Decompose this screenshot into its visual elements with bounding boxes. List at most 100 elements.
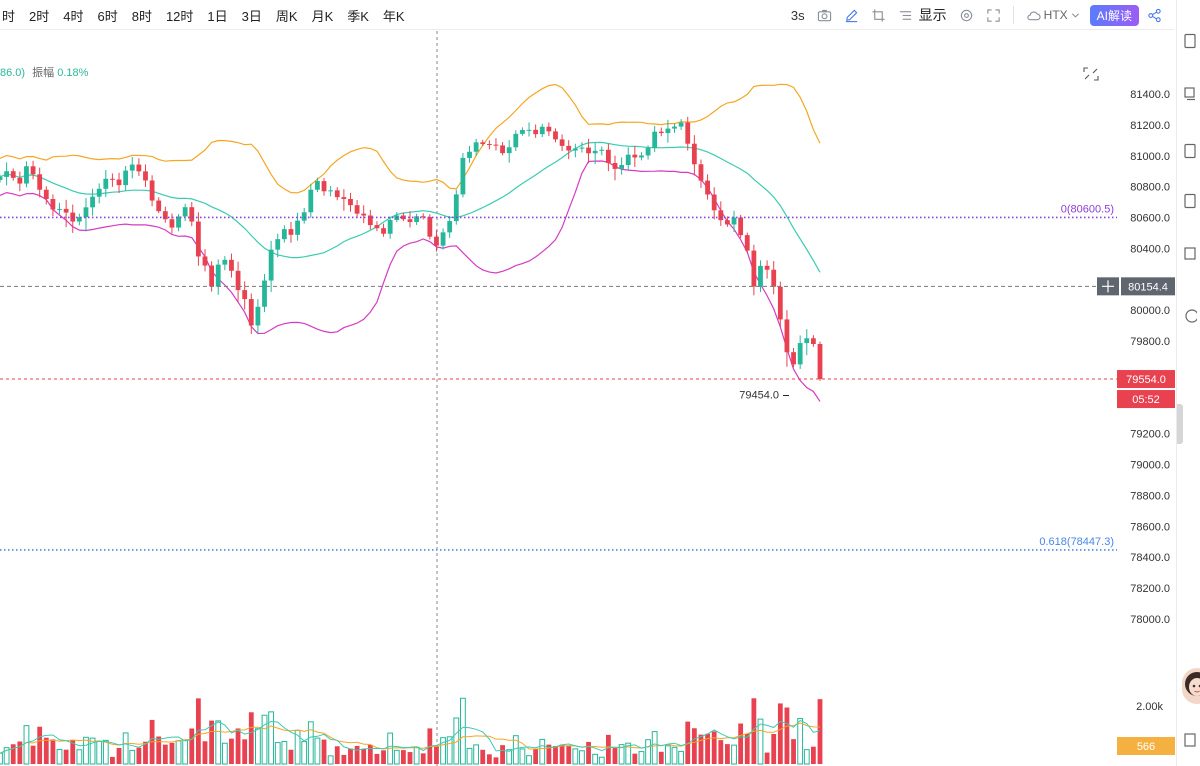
volume-bar [625, 742, 632, 765]
price-tick-label: 81400.0 [1130, 89, 1170, 101]
grid-icon[interactable] [1183, 732, 1197, 748]
volume-bar [665, 745, 671, 765]
timeframe-tab[interactable]: 时 [2, 8, 16, 24]
volume-bar [460, 697, 466, 765]
candle-body [777, 286, 783, 320]
volume-bar [691, 728, 697, 764]
document-icon[interactable] [1183, 143, 1197, 159]
candle-body [334, 190, 340, 198]
volume-bar [658, 751, 664, 764]
price-tick-label: 80600.0 [1130, 213, 1170, 225]
candle-body [467, 151, 472, 158]
volume-bar [367, 744, 373, 764]
volume-bar [195, 698, 201, 764]
boll-middle-line [0, 141, 821, 273]
ai-interpret-button[interactable]: AI解读 [1089, 4, 1139, 26]
volume-bar [711, 731, 717, 764]
last-price-box [1117, 370, 1175, 389]
volume-bar [500, 745, 505, 764]
candle-body [797, 343, 803, 365]
volume-bar [321, 739, 327, 764]
candle-body [738, 217, 744, 236]
settings-icon[interactable] [959, 8, 974, 23]
candle-body [407, 219, 413, 223]
file-icon[interactable] [1183, 193, 1197, 209]
volume-bar [23, 725, 30, 765]
exchange-select[interactable]: HTX [1026, 8, 1080, 23]
volume-bar [784, 707, 790, 764]
expand-icon[interactable] [1083, 67, 1099, 81]
timeframe-tab[interactable]: 6时 [97, 8, 118, 24]
volume-bar [50, 739, 56, 764]
refresh-interval[interactable]: 3s [790, 7, 805, 23]
volume-bar [202, 741, 208, 764]
candle-body [725, 220, 730, 225]
volume-bar [301, 741, 308, 765]
crop-icon[interactable] [871, 8, 886, 23]
volume-bar [744, 733, 750, 764]
timeframe-tab[interactable]: 12时 [165, 8, 194, 24]
candle-body [473, 142, 479, 152]
assistant-avatar[interactable] [1182, 668, 1200, 704]
fullscreen-icon[interactable] [986, 8, 1001, 23]
amplitude-label: 振幅 [32, 67, 55, 79]
volume-bar [519, 748, 526, 765]
price-axis: 81400.0 81200.0 81000.0 80800.0 80600.0 80400… [1097, 89, 1175, 755]
volume-bar [566, 745, 572, 764]
volume-bar [453, 717, 460, 765]
volume-bar [255, 728, 261, 765]
volume-bar [209, 720, 215, 764]
candle-body [189, 207, 195, 222]
volume-bar [705, 733, 710, 764]
volume-bar [559, 744, 565, 764]
candles [0, 116, 823, 381]
timeframe-bar: 时 2时 4时 6时 8时 12时 1日 3日 周K 月K 季K 年K [0, 0, 419, 30]
volume-bar [466, 747, 473, 765]
timeframe-tab[interactable]: 月K [311, 8, 334, 24]
boll-lower-line [0, 160, 821, 402]
timeframe-tab[interactable]: 8时 [131, 8, 152, 24]
volume-bar [288, 749, 294, 764]
volume-bar [242, 739, 248, 764]
volume-bar [37, 726, 43, 764]
candle-body [195, 221, 201, 257]
price-tick-label: 78000.0 [1130, 614, 1170, 626]
sidebar-collapse-handle[interactable] [1177, 404, 1183, 444]
candle-body [143, 171, 148, 181]
clock-icon[interactable] [1183, 308, 1197, 324]
timeframe-tab[interactable]: 1日 [207, 8, 228, 24]
pencil-icon[interactable] [844, 8, 859, 23]
candle-body [705, 180, 710, 195]
volume-bar [546, 744, 552, 764]
candle-body [17, 177, 23, 184]
timeframe-tab[interactable]: 4时 [63, 8, 84, 24]
layers-icon[interactable] [1183, 246, 1197, 262]
list-icon[interactable] [898, 8, 913, 23]
candle-body [804, 338, 810, 344]
candle-body [619, 165, 625, 169]
candle-body [57, 208, 62, 210]
candle-body [645, 148, 651, 156]
timeframe-tab[interactable]: 2时 [29, 8, 50, 24]
note-icon[interactable] [1183, 33, 1197, 49]
timeframe-tab[interactable]: 3日 [241, 8, 262, 24]
volume-bar [413, 746, 420, 765]
camera-icon[interactable] [817, 8, 832, 23]
candle-body [652, 131, 658, 149]
bell-icon[interactable] [1183, 86, 1197, 102]
candle-body [30, 166, 36, 175]
timeframe-tab[interactable]: 年K [382, 8, 405, 24]
candlestick-chart[interactable]: 0(80600.5)0.618(78447.3)79454.0 81400.08… [0, 31, 1176, 766]
volume-bar [618, 744, 625, 765]
volume-value-box [1117, 737, 1175, 755]
share-icon[interactable] [1147, 8, 1162, 23]
display-menu[interactable]: 显示 [918, 7, 947, 23]
volume-bar [678, 750, 685, 765]
volume-bar [43, 737, 49, 764]
volume-bar [738, 723, 744, 764]
volume-bar [361, 748, 367, 764]
candle-body [176, 216, 181, 228]
timeframe-tab[interactable]: 季K [347, 8, 369, 24]
indicator-legend: 86.0) 振幅 0.18% [0, 64, 88, 80]
timeframe-tab[interactable]: 周K [275, 8, 298, 24]
